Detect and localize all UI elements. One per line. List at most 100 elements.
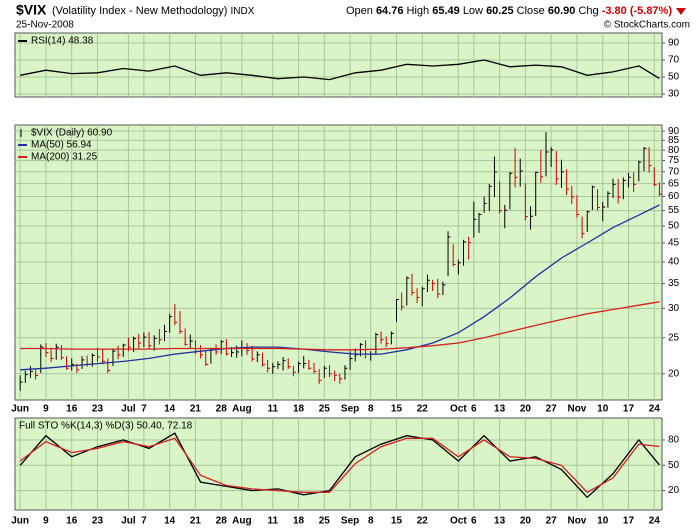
symbol: $VIX — [16, 2, 47, 18]
x-tick-label: 22 — [417, 516, 429, 527]
x-tick-label: 21 — [190, 516, 202, 527]
y-tick-label: 85 — [668, 135, 680, 146]
down-arrow — [676, 8, 686, 15]
quote: Open 64.76 High 65.49 Low 60.25 Close 60… — [346, 5, 672, 17]
date: 25-Nov-2008 — [16, 20, 74, 31]
x-tick-label: 28 — [216, 516, 228, 527]
x-tick-label: 25 — [319, 516, 331, 527]
x-tick-label: 21 — [190, 404, 202, 415]
x-tick-label: 10 — [597, 404, 609, 415]
quote-value: 60.25 — [486, 5, 514, 17]
y-tick-label: 30 — [668, 303, 680, 314]
x-tick-label: Nov — [567, 404, 586, 415]
x-tick-label: 22 — [417, 404, 429, 415]
x-tick-label: 6 — [471, 404, 477, 415]
x-tick-label: Sep — [341, 404, 359, 415]
x-tick-label: 24 — [649, 516, 661, 527]
y-tick-label: 35 — [668, 278, 680, 289]
indicator-line — [20, 301, 660, 351]
copyright: © StockCharts.com — [604, 20, 690, 31]
indicator-line — [20, 59, 660, 81]
y-tick-label: 80 — [668, 435, 680, 446]
x-tick-label: 16 — [66, 516, 78, 527]
y-tick-label: 20 — [668, 368, 680, 379]
x-tick-label: 27 — [546, 404, 558, 415]
y-tick-label: 90 — [668, 126, 680, 137]
x-tick-label: 17 — [623, 516, 635, 527]
y-tick-label: 20 — [668, 485, 680, 496]
legend-text: MA(200) 31.25 — [31, 152, 98, 163]
y-tick-label: 45 — [668, 238, 680, 249]
symbol-name: (Volatility Index - New Methodology) IND… — [52, 5, 255, 17]
legend-text: RSI(14) 48.38 — [31, 36, 94, 47]
x-tick-label: 11 — [267, 404, 278, 415]
x-tick-label: Jun — [11, 404, 29, 415]
indicator-line — [19, 432, 660, 499]
quote-value: 64.76 — [376, 5, 404, 17]
x-tick-label: Aug — [232, 516, 251, 527]
quote-label: Close — [517, 5, 545, 17]
x-tick-label: 13 — [494, 516, 506, 527]
y-tick-label: 60 — [668, 191, 680, 202]
x-tick-label: 27 — [546, 516, 558, 527]
y-tick-label: 90 — [668, 38, 680, 49]
quote-value: -3.80 (-5.87%) — [602, 5, 673, 17]
quote-label: High — [407, 5, 430, 17]
x-tick-label: Sep — [341, 516, 359, 527]
y-tick-label: 80 — [668, 145, 680, 156]
x-tick-label: Aug — [232, 404, 251, 415]
x-tick-label: 23 — [92, 404, 104, 415]
x-tick-label: Oct — [450, 404, 467, 415]
x-tick-label: 25 — [319, 404, 331, 415]
legend-text: $VIX (Daily) 60.90 — [31, 128, 113, 139]
x-tick-label: 7 — [141, 516, 147, 527]
x-tick-label: 14 — [164, 404, 176, 415]
x-tick-label: 10 — [597, 516, 609, 527]
x-tick-label: 15 — [391, 516, 403, 527]
legend-text: MA(50) 56.94 — [31, 140, 92, 151]
y-tick-label: 55 — [668, 205, 680, 216]
x-tick-label: 18 — [293, 404, 305, 415]
x-tick-label: 15 — [391, 404, 403, 415]
quote-label: Open — [346, 5, 373, 17]
x-tick-label: 16 — [66, 404, 78, 415]
x-tick-label: 28 — [216, 404, 228, 415]
x-tick-label: Jun — [11, 516, 29, 527]
y-tick-label: 25 — [668, 332, 680, 343]
panel — [14, 32, 663, 98]
x-tick-label: 24 — [649, 404, 661, 415]
quote-label: Low — [463, 5, 483, 17]
y-tick-label: 50 — [668, 460, 680, 471]
y-tick-label: 75 — [668, 155, 680, 166]
x-tick-label: 7 — [141, 404, 147, 415]
x-tick-label: 23 — [92, 516, 104, 527]
x-tick-label: 13 — [494, 404, 506, 415]
y-tick-label: 40 — [668, 257, 680, 268]
x-tick-label: 14 — [164, 516, 176, 527]
name: (Volatility Index - New Methodology) — [52, 5, 227, 17]
y-tick-label: 70 — [668, 55, 680, 66]
x-tick-label: 20 — [520, 404, 532, 415]
quote-label: Chg — [578, 5, 598, 17]
panel — [14, 124, 663, 401]
x-tick-label: 8 — [368, 516, 374, 527]
exchange: INDX — [231, 6, 255, 17]
x-tick-label: Jul — [121, 404, 136, 415]
y-tick-label: 50 — [668, 221, 680, 232]
x-tick-label: Jul — [121, 516, 136, 527]
x-tick-label: 20 — [520, 516, 532, 527]
indicator-line — [19, 437, 660, 494]
x-tick-label: 9 — [43, 516, 49, 527]
x-tick-label: 17 — [623, 404, 635, 415]
y-tick-label: 50 — [668, 72, 680, 83]
quote-value: 65.49 — [432, 5, 460, 17]
panel — [14, 417, 663, 511]
indicator-line — [20, 204, 660, 371]
x-tick-label: 6 — [471, 516, 477, 527]
x-tick-label: 9 — [43, 404, 49, 415]
x-tick-label: Nov — [567, 516, 586, 527]
quote-value: 60.90 — [548, 5, 576, 17]
x-tick-label: Oct — [450, 516, 467, 527]
y-tick-label: 70 — [668, 166, 680, 177]
y-tick-label: 65 — [668, 178, 680, 189]
